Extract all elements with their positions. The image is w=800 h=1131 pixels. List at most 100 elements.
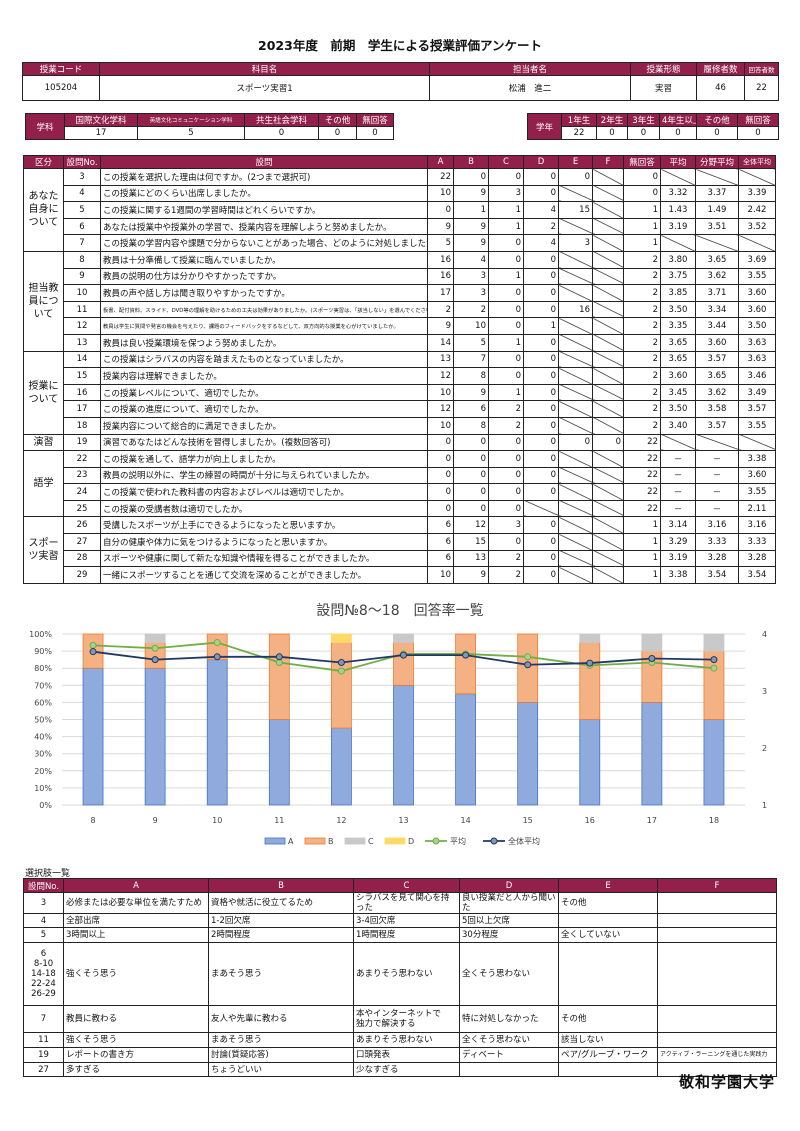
average-value: 3.57 [695,416,739,435]
choice-option: その他 [558,892,658,914]
question-row: 12 教員は学生に質問や発言の機会を与えたり、課題のフィードバックをするなどして、… [24,317,776,335]
page-title: 2023年度 前期 学生による授業評価アンケート [258,38,542,53]
choice-question-number: 7 [23,1005,64,1033]
answer-count: 2 [453,300,489,319]
grade-value-cell: 0 [596,126,628,140]
answer-count: 16 [558,300,593,319]
average-value: 3.69 [738,250,776,269]
choice-row: 5 3時間以上 2時間程度 1時間程度 30分程度 全くしていない [23,927,777,943]
answer-count: 9 [453,234,489,252]
empty-slashed-cell [695,433,739,452]
department-label: 学科 [25,113,65,140]
answer-count: 10 [427,383,454,402]
evaluation-header-cell: F [592,155,624,169]
average-value: 3.57 [695,350,739,369]
empty-slashed-cell [592,466,624,485]
question-row: 語学 22 この授業を通して、語学力が向上しましたか。 0 0 0 0 22 －－ 3.38 [23,450,776,518]
question-text: 教員の声や話し方は聞き取りやすかったですか。 [100,284,428,302]
bar-C [144,633,166,643]
empty-slashed-cell [558,516,593,535]
answer-count: 0 [523,184,559,203]
empty-slashed-cell [558,317,593,335]
choice-row: 11 強くそう思う まあそう思う あまりそう思わない 全くそう思わない 該当しない [23,1032,777,1048]
grade-value-cell: 0 [659,126,697,140]
grade-value-cell: 0 [737,126,779,140]
course-value-cell: 46 [696,75,745,101]
answer-count: 0 [453,499,489,518]
grade-header-cell: 1年生 [561,113,597,127]
legend-label: 全体平均 [508,836,540,846]
grade-value-row: 22 0 0 0 0 0 [528,126,779,140]
empty-slashed-cell [592,317,624,335]
empty-slashed-cell [592,201,624,219]
empty-slashed-cell [592,234,624,252]
empty-slashed-cell [592,416,624,435]
choice-option: シラバスを見て関心を持った [353,892,460,914]
answer-count: 0 [592,433,624,452]
empty-slashed-cell [558,217,593,236]
course-value-row: 105204 スポーツ実習1 松浦 進二 実習 46 22 [22,75,779,101]
choice-option: 全くそう思わない [459,942,559,1006]
average-value: 3.51 [695,217,739,236]
answer-count: 2 [488,416,524,435]
point-全体平均 [275,653,283,661]
empty-slashed-cell [558,549,593,568]
choices-header-cell: D [459,878,559,893]
choices-header-cell: E [558,878,658,893]
bar-A [455,693,476,806]
question-text: 授業内容は理解できましたか。 [100,367,428,385]
average-value: 3.65 [695,250,739,269]
question-number: 18 [63,416,101,435]
bar-B [455,633,476,695]
question-text: 受講したスポーツが上手にできるようになったと思いますか。 [100,516,428,535]
choice-option: 強くそう思う [63,1032,209,1048]
course-header-cell: 履修者数 [696,62,745,76]
empty-slashed-cell [592,267,624,286]
grade-label: 学年 [527,113,562,140]
question-number: 6 [63,217,101,236]
department-value-cell: 0 [318,126,357,140]
answer-count: 9 [453,383,489,402]
question-row: 担当教員について 8 教員は十分準備して授業に臨んでいましたか。 16 4 0 0 2 3.80… [23,250,776,352]
choice-option [657,892,777,914]
department-value-cell: 5 [137,126,245,140]
bar-C [703,633,725,652]
point-全体平均 [710,656,718,664]
empty-slashed-cell [592,499,624,518]
answer-count: 0 [488,533,524,551]
empty-slashed-cell [695,234,739,252]
average-value: 3.50 [660,400,696,418]
section-label: あなた自身について [23,168,64,252]
answer-count: 22 [623,483,661,501]
bar-B [393,642,414,686]
empty-slashed-cell [738,234,776,252]
empty-slashed-cell [592,217,624,236]
answer-count: 1 [623,217,661,236]
question-text: この授業はシラバスの内容を踏まえたものとなっていましたか。 [100,350,428,369]
question-text: 一緒にスポーツすることを通じて交流を深めることができましたか。 [100,566,428,584]
answer-count: 1 [623,549,661,568]
empty-slashed-cell [592,400,624,418]
evaluation-header-cell: 区分 [23,155,64,169]
average-value: 3.80 [660,250,696,269]
x-tick-label: 14 [460,816,470,825]
answer-count: 0 [523,367,559,385]
empty-slashed-cell [558,350,593,369]
choice-option: 3-4回欠席 [353,913,460,928]
empty-slashed-cell [592,300,624,319]
choice-option: その他 [558,1005,658,1033]
average-value: 2.11 [738,499,776,518]
bar-A [206,659,228,806]
y2-tick-label: 2 [762,744,767,753]
average-value: － [660,483,696,501]
legend-label: C [368,837,374,846]
answer-count: 0 [523,284,559,302]
answer-count: 0 [523,400,559,418]
legend-swatch-A [264,837,286,845]
answer-count: 4 [523,201,559,219]
choices-header-row: 設問No. A B C D E F [23,878,777,893]
x-tick-label: 16 [585,816,595,825]
average-value: 3.60 [738,300,776,319]
bar-A [268,719,290,806]
average-value: 3.55 [738,267,776,286]
